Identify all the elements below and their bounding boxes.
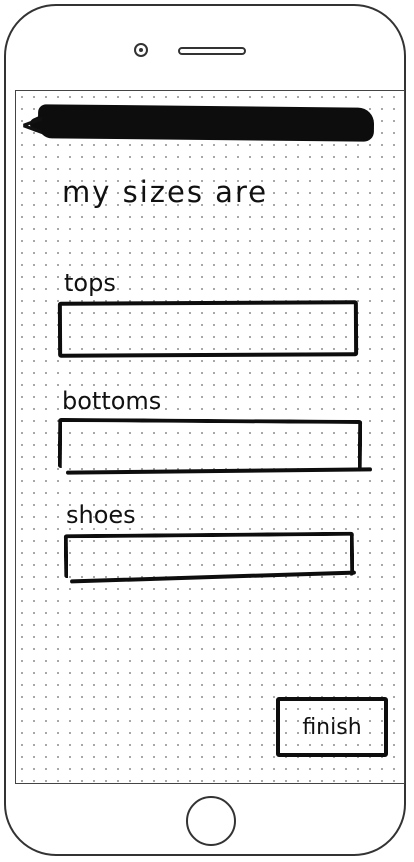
phone-frame: < my sizes are tops bottoms shoes finish	[4, 4, 406, 856]
title-bar-scribble	[37, 104, 375, 142]
shoes-label: shoes	[66, 501, 136, 529]
finish-button[interactable]: finish	[276, 697, 388, 757]
earpiece-speaker	[178, 47, 246, 55]
bottoms-input-underline	[65, 467, 373, 475]
bottoms-input[interactable]	[57, 417, 363, 471]
tops-input[interactable]	[57, 300, 359, 358]
home-button[interactable]	[186, 796, 236, 846]
back-arrow-icon[interactable]: <	[20, 108, 46, 143]
page-title: my sizes are	[62, 175, 269, 209]
screen: < my sizes are tops bottoms shoes finish	[15, 90, 405, 784]
front-camera	[134, 43, 148, 57]
bottoms-label: bottoms	[62, 387, 162, 415]
tops-label: tops	[64, 269, 116, 297]
